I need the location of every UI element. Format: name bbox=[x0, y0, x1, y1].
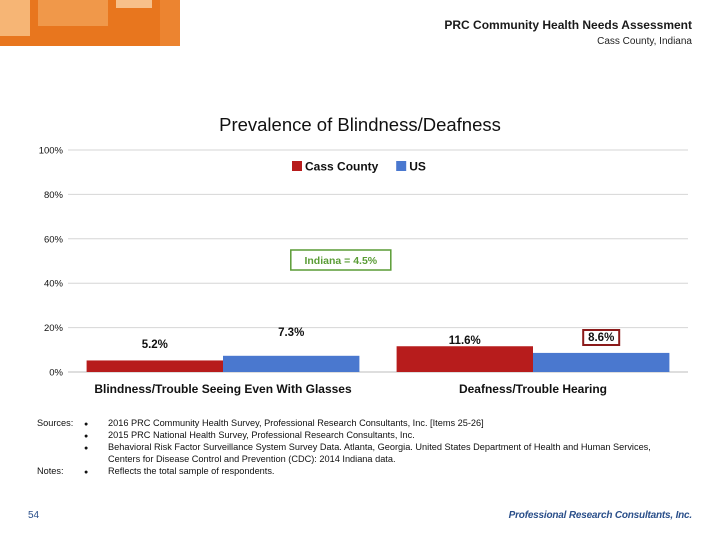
category-label: Blindness/Trouble Seeing Even With Glass… bbox=[94, 382, 352, 396]
y-tick-label: 40% bbox=[44, 279, 64, 290]
chart-title: Prevalence of Blindness/Deafness bbox=[219, 114, 501, 135]
header-decoration bbox=[0, 0, 180, 46]
y-tick-label: 20% bbox=[44, 323, 64, 334]
decor-square bbox=[0, 0, 30, 36]
bar bbox=[86, 360, 223, 372]
bullet: ● bbox=[84, 445, 89, 452]
report-title: PRC Community Health Needs Assessment bbox=[444, 18, 692, 32]
annotation-text: Indiana = 4.5% bbox=[304, 255, 377, 267]
data-label: 5.2% bbox=[142, 339, 168, 351]
y-tick-label: 60% bbox=[44, 234, 64, 245]
legend-swatch bbox=[396, 161, 407, 171]
legend-label: Cass County bbox=[305, 160, 379, 174]
bullet: ● bbox=[84, 433, 89, 440]
bar-chart: Prevalence of Blindness/Deafness 0% 20% 40… bbox=[39, 114, 688, 396]
company-logo: Professional Research Consultants, Inc. bbox=[508, 510, 693, 521]
source-item: Behavioral Risk Factor Surveillance Syst… bbox=[108, 442, 651, 464]
bullet: ● bbox=[84, 469, 89, 476]
legend-swatch bbox=[292, 161, 302, 171]
source-item: 2016 PRC Community Health Survey, Profes… bbox=[108, 418, 484, 428]
legend-label: US bbox=[409, 160, 426, 174]
annotation-box bbox=[290, 249, 392, 271]
data-label: 7.3% bbox=[278, 327, 304, 339]
bar bbox=[533, 352, 670, 372]
notes-label: Notes: bbox=[37, 466, 64, 476]
decor-square bbox=[116, 0, 152, 8]
source-item: 2015 PRC National Health Survey, Profess… bbox=[108, 430, 415, 440]
decor-square bbox=[160, 0, 180, 46]
category-label: Deafness/Trouble Hearing bbox=[459, 382, 607, 396]
data-label: 8.6% bbox=[588, 332, 614, 344]
report-subtitle: Cass County, Indiana bbox=[597, 36, 692, 47]
note-item: Reflects the total sample of respondents… bbox=[108, 466, 275, 476]
bar bbox=[223, 355, 360, 372]
sources-label: Sources: bbox=[37, 418, 74, 428]
decor-square bbox=[38, 0, 108, 26]
bar bbox=[396, 346, 533, 372]
page-number: 54 bbox=[28, 510, 40, 521]
y-tick-label: 80% bbox=[44, 190, 64, 201]
highlight-box bbox=[582, 329, 621, 346]
y-tick-label: 100% bbox=[39, 146, 64, 157]
y-tick-label: 0% bbox=[49, 368, 63, 379]
data-label: 11.6% bbox=[449, 335, 481, 347]
bullet: ● bbox=[84, 421, 89, 428]
